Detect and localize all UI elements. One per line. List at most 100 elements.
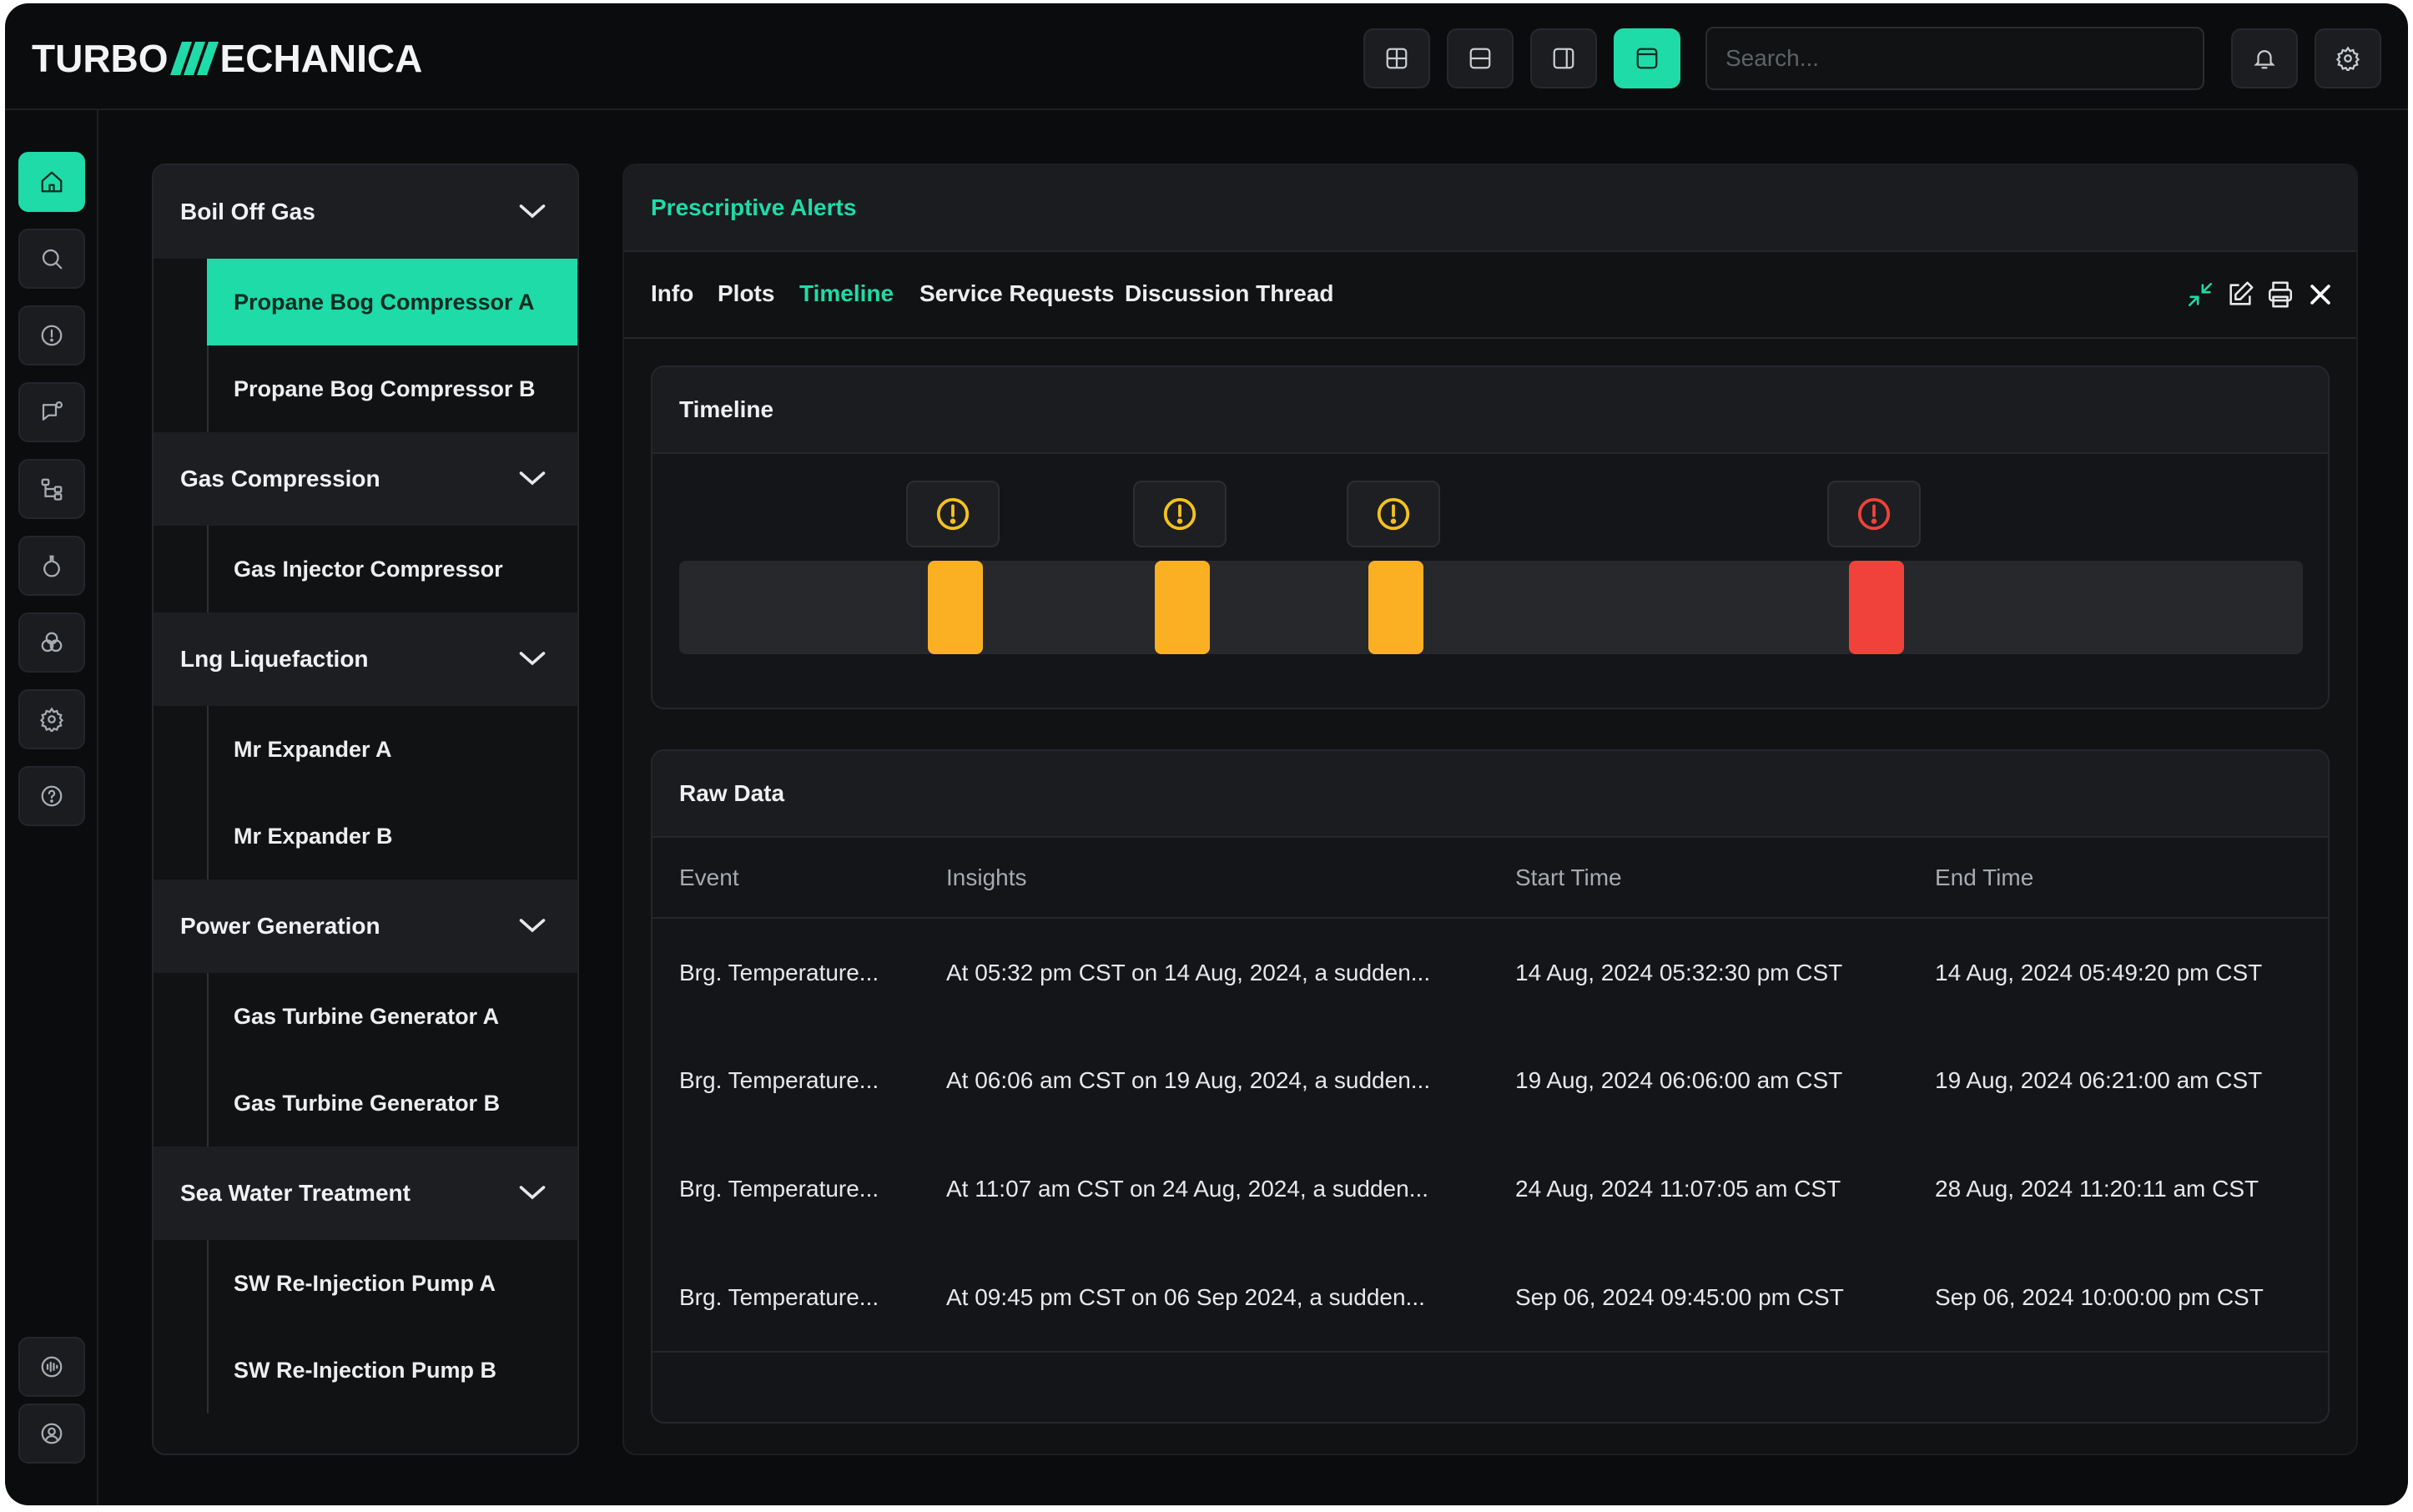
logo-mark-icon xyxy=(169,42,219,75)
rail-lab-button[interactable] xyxy=(18,536,85,596)
timeline-event-2-badge[interactable] xyxy=(1133,481,1227,547)
column-header-insights[interactable]: Insights xyxy=(919,838,1489,919)
tree-item-gas-turbine-generator-a[interactable]: Gas Turbine Generator A xyxy=(207,973,577,1060)
end-time-cell: 19 Aug, 2024 06:21:00 am CST xyxy=(1935,1067,2263,1093)
timeline-marker-warning[interactable] xyxy=(928,561,983,654)
event-cell: Brg. Temperature... xyxy=(679,959,879,985)
search-input[interactable] xyxy=(1705,27,2204,90)
timeline-marker-warning[interactable] xyxy=(1155,561,1210,654)
tab-info[interactable]: Info xyxy=(651,280,694,306)
start-time-cell: 14 Aug, 2024 05:32:30 pm CST xyxy=(1515,959,1843,985)
tree-item-label: Propane Bog Compressor B xyxy=(234,375,536,401)
table-row[interactable]: Brg. Temperature... At 06:06 am CST on 1… xyxy=(652,1026,2328,1135)
start-time-cell: 24 Aug, 2024 11:07:05 am CST xyxy=(1515,1176,1841,1202)
timeline-marker-warning[interactable] xyxy=(1368,561,1423,654)
rail-chat-button[interactable] xyxy=(18,382,85,442)
logo-text-right: ECHANICA xyxy=(219,37,423,80)
timeline-event-1-badge[interactable] xyxy=(906,481,1000,547)
column-header-start-time[interactable]: Start Time xyxy=(1489,838,1908,919)
layout-sidebar-button[interactable] xyxy=(1530,28,1597,88)
event-cell: Brg. Temperature... xyxy=(679,1176,879,1202)
tree-item-mr-expander-a[interactable]: Mr Expander A xyxy=(207,706,577,793)
layout-grid-button[interactable] xyxy=(1363,28,1430,88)
rail-alerts-button[interactable] xyxy=(18,305,85,365)
rail-help-button[interactable] xyxy=(18,766,85,826)
warning-icon xyxy=(1163,497,1196,531)
insight-cell: At 11:07 am CST on 24 Aug, 2024, a sudde… xyxy=(946,1176,1429,1202)
tree-item-gas-injector-compressor[interactable]: Gas Injector Compressor xyxy=(207,526,577,612)
rail-home-button[interactable] xyxy=(18,152,85,212)
rail-settings-button[interactable] xyxy=(18,689,85,749)
timeline-card: Timeline xyxy=(651,365,2330,709)
event-cell: Brg. Temperature... xyxy=(652,1243,919,1353)
table-row[interactable]: Brg. Temperature... At 05:32 pm CST on 1… xyxy=(652,918,2328,1026)
asset-tree: Boil Off Gas Propane Bog Compressor A Pr… xyxy=(152,164,579,1455)
warning-icon xyxy=(1377,497,1410,531)
layout-sidebar-icon xyxy=(1553,48,1574,69)
layout-split-horizontal-button[interactable] xyxy=(1447,28,1514,88)
notifications-button[interactable] xyxy=(2231,28,2298,88)
rail-hierarchy-button[interactable] xyxy=(18,459,85,519)
rail-search-button[interactable] xyxy=(18,229,85,289)
chevron-down-icon xyxy=(519,652,546,666)
gear-icon xyxy=(2335,46,2360,71)
app-window: TURBO ECHANICA xyxy=(5,3,2408,1505)
rail-audio-button[interactable] xyxy=(18,1337,85,1397)
tab-plots[interactable]: Plots xyxy=(718,280,775,306)
tree-item-label: SW Re-Injection Pump B xyxy=(234,1357,497,1383)
audio-icon xyxy=(41,1356,63,1378)
rail-palette-button[interactable] xyxy=(18,612,85,673)
critical-alert-icon xyxy=(1857,497,1891,531)
settings-button[interactable] xyxy=(2315,28,2381,88)
print-icon[interactable] xyxy=(2266,280,2295,309)
tree-group-boil-off-gas[interactable]: Boil Off Gas xyxy=(154,165,577,259)
timeline-event-4-badge[interactable] xyxy=(1827,481,1921,547)
tab-service-requests[interactable]: Service Requests xyxy=(919,280,1115,306)
column-header-end-time[interactable]: End Time xyxy=(1908,838,2328,919)
hierarchy-icon xyxy=(41,478,63,501)
tab-timeline[interactable]: Timeline xyxy=(799,280,894,306)
column-header-event[interactable]: Event xyxy=(652,838,919,919)
settings-icon xyxy=(39,707,64,732)
tree-group-label: Power Generation xyxy=(180,913,380,939)
table-row[interactable]: Brg. Temperature... At 11:07 am CST on 2… xyxy=(652,1135,2328,1243)
tree-item-label: Mr Expander A xyxy=(234,736,392,762)
raw-data-title: Raw Data xyxy=(652,751,2328,838)
tree-group-label: Sea Water Treatment xyxy=(180,1180,411,1206)
edit-icon[interactable] xyxy=(2226,280,2254,309)
warning-icon xyxy=(936,497,970,531)
tree-group-sea-water-treatment[interactable]: Sea Water Treatment xyxy=(154,1147,577,1240)
tree-group-lng-liquefaction[interactable]: Lng Liquefaction xyxy=(154,612,577,706)
close-icon[interactable] xyxy=(2306,280,2335,309)
flask-icon xyxy=(43,555,60,577)
tree-item-propane-bog-compressor-a[interactable]: Propane Bog Compressor A xyxy=(207,259,577,345)
timeline-event-3-badge[interactable] xyxy=(1347,481,1440,547)
tree-item-propane-bog-compressor-b[interactable]: Propane Bog Compressor B xyxy=(207,345,577,432)
layout-full-button[interactable] xyxy=(1614,28,1680,88)
timeline-marker-critical[interactable] xyxy=(1849,561,1904,654)
left-rail xyxy=(5,110,98,1505)
tree-item-mr-expander-b[interactable]: Mr Expander B xyxy=(207,793,577,879)
collapse-icon[interactable] xyxy=(2186,280,2214,309)
tree-group-gas-compression[interactable]: Gas Compression xyxy=(154,432,577,526)
tab-discussion-thread[interactable]: Discussion Thread xyxy=(1125,280,1334,306)
tree-item-gas-turbine-generator-b[interactable]: Gas Turbine Generator B xyxy=(207,1060,577,1147)
table-header-row: Event Insights Start Time End Time xyxy=(652,838,2328,919)
tree-item-label: Gas Injector Compressor xyxy=(234,556,503,582)
rail-profile-button[interactable] xyxy=(18,1404,85,1464)
panel-title: Prescriptive Alerts xyxy=(624,165,2356,252)
raw-data-table: Event Insights Start Time End Time Brg. … xyxy=(652,838,2328,1353)
bell-icon xyxy=(2254,50,2275,69)
tree-item-label: Mr Expander B xyxy=(234,823,393,849)
insight-cell: At 05:32 pm CST on 14 Aug, 2024, a sudde… xyxy=(946,959,1431,985)
tree-item-label: SW Re-Injection Pump A xyxy=(234,1270,496,1296)
start-time-cell: 19 Aug, 2024 06:06:00 am CST xyxy=(1515,1067,1843,1093)
help-icon xyxy=(41,785,63,807)
tree-item-sw-re-injection-pump-a[interactable]: SW Re-Injection Pump A xyxy=(207,1240,577,1327)
table-row[interactable]: Brg. Temperature... At 09:45 pm CST on 0… xyxy=(652,1243,2328,1353)
tree-item-sw-re-injection-pump-b[interactable]: SW Re-Injection Pump B xyxy=(207,1327,577,1414)
chevron-down-icon xyxy=(519,471,546,486)
insight-cell: At 09:45 pm CST on 06 Sep 2024, a sudden… xyxy=(919,1243,1489,1353)
logo-text-left: TURBO xyxy=(32,37,169,80)
tree-group-power-generation[interactable]: Power Generation xyxy=(154,879,577,973)
